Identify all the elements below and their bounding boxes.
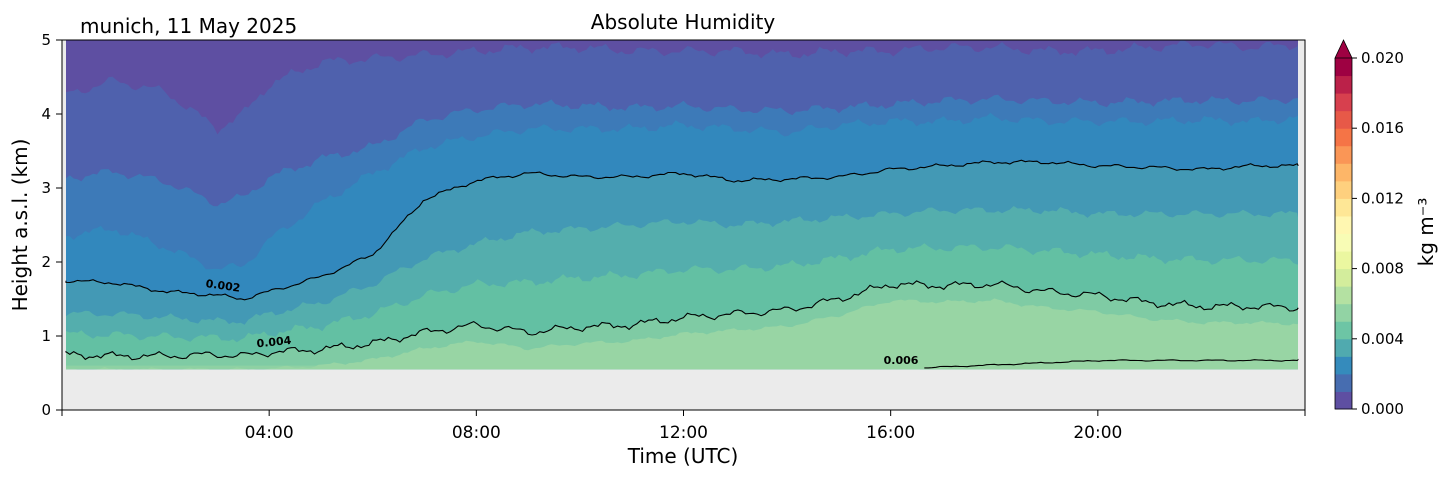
colorbar-segment [1335,303,1352,322]
y-tick-label: 0 [41,401,51,419]
colorbar-segment [1335,93,1352,112]
y-tick-label: 5 [41,31,51,49]
colorbar-segment [1335,251,1352,270]
colorbar-tick-label: 0.000 [1361,400,1404,418]
colorbar-tick-label: 0.020 [1361,49,1404,67]
x-axis: 04:00 08:00 12:00 16:00 20:00 [61,410,1306,443]
x-tick-label: 04:00 [245,423,294,443]
y-axis: 0 1 2 3 4 5 [41,31,62,419]
colorbar-extend-arrow [1334,39,1353,59]
y-tick-label: 4 [41,105,51,123]
x-tick-label: 12:00 [659,423,708,443]
colorbar-segment [1335,356,1352,375]
colorbar-segment [1335,75,1352,94]
x-tick-label: 08:00 [452,423,501,443]
band-0.006 [66,365,1298,370]
x-tick-label: 16:00 [866,423,915,443]
x-axis-label: Time (UTC) [627,444,739,468]
colorbar-segment [1335,268,1352,287]
contour-label: 0.002 [205,277,241,295]
colorbar-segment [1335,58,1352,77]
colorbar: 0.000 0.004 0.008 0.012 0.016 0.020 [1334,39,1404,418]
colorbar-tick-label: 0.008 [1361,260,1404,278]
band-0.005 [66,298,1298,370]
y-axis-label: Height a.s.l. (km) [8,139,32,312]
y-tick-label: 1 [41,327,51,345]
colorbar-segment [1335,215,1352,234]
colorbar-tick-label: 0.016 [1361,119,1404,137]
contour-label: 0.006 [884,354,919,367]
colorbar-segment [1335,110,1352,129]
y-tick-label: 2 [41,253,51,271]
colorbar-segment [1335,321,1352,340]
contour-label: 0.004 [256,334,292,351]
colorbar-segment [1335,145,1352,164]
colorbar-segment [1335,163,1352,182]
x-tick-label: 20:00 [1073,423,1122,443]
colorbar-frame [1334,58,1353,410]
y-tick-label: 3 [41,179,51,197]
colorbar-segment [1335,180,1352,199]
colorbar-segment [1335,286,1352,305]
colorbar-segment [1335,128,1352,147]
colorbar-segment [1335,391,1352,410]
colorbar-tick-label: 0.004 [1361,330,1404,348]
colorbar-segment [1335,233,1352,252]
contour-line-0.004 [65,280,1299,361]
colorbar-label: kg m⁻³ [1414,198,1438,267]
contour-line-0.006 [924,358,1299,369]
colorbar-segment [1335,338,1352,357]
colorbar-segment [1335,198,1352,217]
colorbar-tick-label: 0.012 [1361,189,1404,207]
chart-subtitle: munich, 11 May 2025 [80,14,297,38]
colorbar-segment [1335,373,1352,392]
chart-title: Absolute Humidity [591,10,776,34]
contour-line-0.002 [65,159,1299,301]
plot-area: 0.002 0.004 0.006 [61,39,1306,411]
